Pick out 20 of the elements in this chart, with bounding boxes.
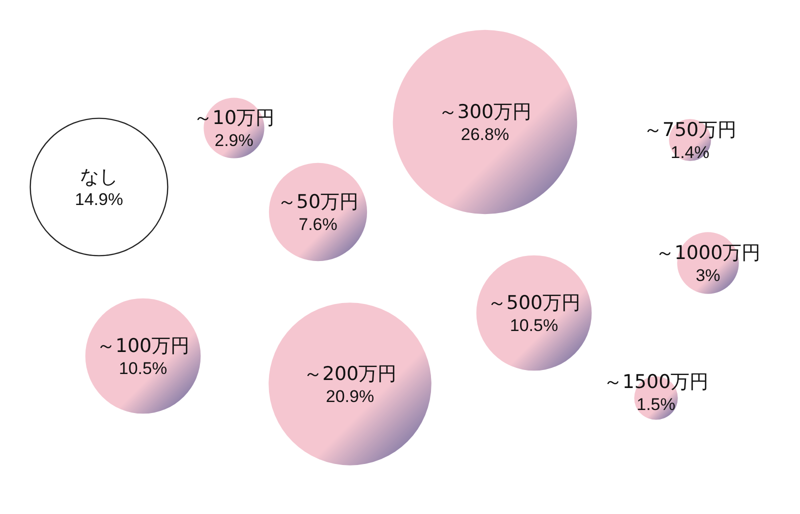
category-label: ～1000万円 xyxy=(655,242,761,264)
category-label: ～200万円 xyxy=(303,363,397,385)
category-label: ～50万円 xyxy=(277,191,359,213)
data-label: 3% xyxy=(696,266,720,285)
data-label: 7.6% xyxy=(298,215,338,234)
category-label: ～750万円 xyxy=(643,119,737,141)
data-label: 26.8% xyxy=(460,125,510,144)
data-label: 1.4% xyxy=(670,143,710,162)
data-label: 10.5% xyxy=(118,359,168,378)
data-label: 14.9% xyxy=(74,190,124,209)
data-label: 1.5% xyxy=(636,395,676,414)
data-label: 20.9% xyxy=(326,387,374,406)
data-label: 10.5% xyxy=(510,316,558,335)
category-label: なし xyxy=(80,166,118,188)
category-label: ～10万円 xyxy=(193,107,275,129)
category-label: ～100万円 xyxy=(96,335,190,357)
category-label: ～500万円 xyxy=(487,292,581,314)
data-label: 2.9% xyxy=(214,131,254,150)
category-label: ～300万円 xyxy=(438,101,532,123)
category-label: ～1500万円 xyxy=(603,371,709,393)
